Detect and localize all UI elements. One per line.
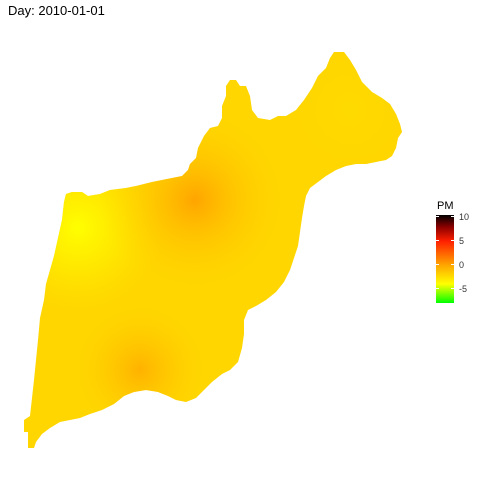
legend-tick-label: 0 — [459, 259, 465, 270]
legend-tick-mark — [451, 216, 454, 218]
legend-tick-label: -5 — [459, 283, 468, 294]
legend-tick-mark — [451, 240, 454, 242]
legend-tick-mark — [436, 240, 439, 242]
legend-tick-mark — [436, 287, 439, 289]
legend-tick-label: 10 — [459, 212, 470, 223]
legend-tick-mark — [436, 263, 439, 265]
legend-tick: 0 — [436, 260, 480, 270]
legend-color-bar — [436, 215, 454, 303]
legend-tick-mark — [436, 216, 439, 218]
legend-tick: 10 — [436, 212, 480, 222]
legend-tick-mark — [451, 263, 454, 265]
plot-title: Day: 2010-01-01 — [8, 3, 105, 18]
legend-tick-label: 5 — [459, 236, 465, 247]
color-legend: PM 10 5 0 -5 — [436, 200, 480, 310]
legend-title: PM — [437, 200, 454, 212]
legend-tick: 5 — [436, 236, 480, 246]
legend-tick-mark — [451, 287, 454, 289]
legend-tick: -5 — [436, 284, 480, 294]
